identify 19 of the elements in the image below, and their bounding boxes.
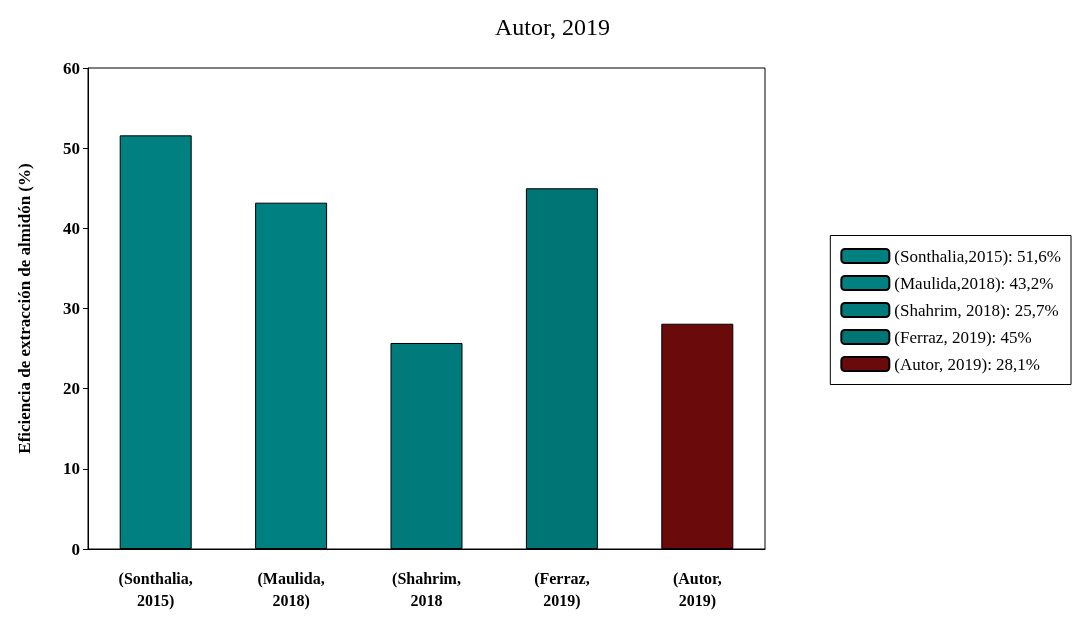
y-tick-label: 30 <box>63 299 80 318</box>
y-tick-label: 10 <box>63 459 80 479</box>
x-tick-label: (Autor, 2019) <box>672 569 722 610</box>
x-tick-label: (Shahrim, 2018 <box>392 569 461 609</box>
legend-label: (Sonthalia,2015): 51,6% <box>894 246 1061 266</box>
x-tick-label: (Ferraz, 2019) <box>534 569 590 610</box>
chart-title: Autor, 2019 <box>495 14 611 40</box>
legend-label: (Maulida,2018): 43,2% <box>894 273 1054 293</box>
legend-label: (Shahrim, 2018): 25,7% <box>894 300 1059 320</box>
x-tick-label: (Maulida, 2018) <box>257 569 325 610</box>
x-tick-label: (Sonthalia, 2015) <box>118 569 193 610</box>
y-tick-label: 20 <box>63 379 80 399</box>
legend-label: (Autor, 2019): 28,1% <box>894 354 1041 374</box>
y-tick-label: 60 <box>63 58 80 78</box>
legend-label: (Ferraz, 2019): 45% <box>894 327 1032 347</box>
y-axis-title: Eficiencia de extracción de almidón (%) <box>15 163 34 454</box>
y-tick-label: 0 <box>71 539 80 559</box>
y-tick-label: 50 <box>63 138 80 158</box>
y-tick-label: 40 <box>63 218 80 238</box>
